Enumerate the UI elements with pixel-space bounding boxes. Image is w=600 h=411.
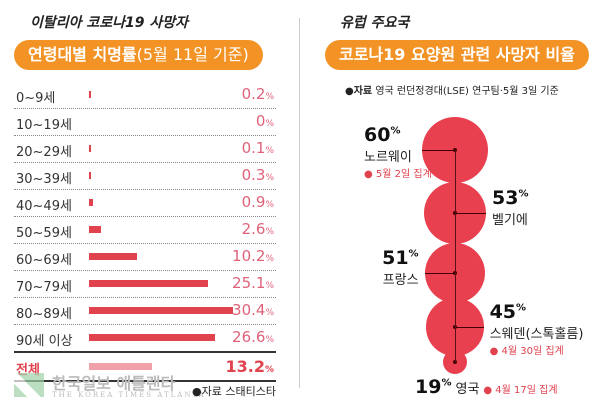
category-label: 70~79세 bbox=[16, 280, 72, 295]
category-label: 0~9세 bbox=[16, 91, 56, 106]
value-label: 30.4% bbox=[232, 301, 274, 319]
category-label: 10~19세 bbox=[16, 118, 72, 133]
logo-ko: 한국일보 애틀랜타 bbox=[52, 374, 176, 393]
country-name: 벨기에 bbox=[492, 213, 528, 228]
bar-row: 50~59세 2.6% bbox=[14, 216, 276, 244]
value-label: 26.6% bbox=[232, 328, 274, 346]
country-name: 프랑스 bbox=[382, 273, 419, 288]
right-source: ●자료 영국 런던정경대(LSE) 연구팀·5월 3일 기준 bbox=[345, 82, 559, 97]
bar bbox=[89, 91, 91, 98]
value-label: 0.2% bbox=[241, 85, 274, 103]
date-note: ● 5월 2일 집계 bbox=[364, 169, 432, 180]
percent-value: 19% bbox=[415, 376, 452, 398]
leader-line bbox=[424, 273, 455, 274]
country-name: 영국 bbox=[455, 382, 480, 397]
date-note: ● 4월 17일 집계 bbox=[483, 385, 558, 396]
logo-icon bbox=[14, 373, 44, 397]
percent-value: 60% bbox=[364, 124, 401, 146]
divider bbox=[299, 18, 300, 388]
percent-value: 51% bbox=[382, 247, 419, 269]
value-label: 25.1% bbox=[232, 274, 274, 292]
axis-line bbox=[455, 150, 456, 362]
bubble-label: 53% 벨기에 bbox=[492, 187, 528, 228]
category-label: 80~89세 bbox=[16, 307, 72, 322]
bar-row: 20~29세 0.1% bbox=[14, 135, 276, 163]
value-label: 13.2% bbox=[225, 357, 274, 376]
left-kicker: 이탈리아 코로나19 사망자 bbox=[30, 15, 189, 31]
value-label: 0.9% bbox=[241, 193, 274, 211]
leader-line bbox=[455, 327, 484, 328]
value-label: 0.3% bbox=[241, 166, 274, 184]
bubble-label: 51% 프랑스 bbox=[382, 247, 418, 288]
date-note: ● 4월 30일 집계 bbox=[489, 346, 564, 357]
value-label: 0.1% bbox=[241, 139, 274, 157]
percent-value: 45% bbox=[489, 301, 527, 323]
value-label: 10.2% bbox=[232, 247, 274, 265]
bubble-center bbox=[453, 360, 457, 364]
total-row: 전체 13.2% bbox=[14, 351, 276, 382]
bar bbox=[89, 307, 234, 314]
category-label: 90세 이상 bbox=[16, 334, 73, 349]
right-title-pill: 코로나19 요양원 관련 사망자 비율 bbox=[325, 40, 589, 70]
bar bbox=[89, 172, 91, 179]
bar bbox=[89, 226, 102, 233]
bar-row: 10~19세 0% bbox=[14, 108, 276, 136]
value-label: 0% bbox=[255, 112, 274, 130]
bar bbox=[89, 280, 208, 287]
right-kicker: 유럽 주요국 bbox=[340, 15, 410, 31]
bubble-label: 60% 노르웨이 ● 5월 2일 집계 bbox=[364, 124, 432, 180]
leader-line bbox=[455, 213, 486, 214]
bar bbox=[89, 145, 91, 152]
category-label: 30~39세 bbox=[16, 172, 72, 187]
left-title-light: (5월 11일 기준) bbox=[136, 45, 249, 64]
bar-row: 30~39세 0.3% bbox=[14, 162, 276, 190]
bar bbox=[89, 334, 216, 341]
left-title-bold: 연령대별 치명률 bbox=[28, 45, 137, 64]
category-label: 20~29세 bbox=[16, 145, 72, 160]
right-source-bold: ●자료 bbox=[345, 86, 373, 97]
bar-row: 40~49세 0.9% bbox=[14, 189, 276, 217]
bar-row: 0~9세 0.2% bbox=[14, 81, 276, 109]
country-name: 노르웨이 bbox=[364, 150, 412, 165]
country-name: 스웨덴(스톡홀름) bbox=[489, 327, 584, 342]
value-label: 2.6% bbox=[241, 220, 274, 238]
bar-row: 70~79세 25.1% bbox=[14, 270, 276, 298]
right-source-text: 영국 런던정경대(LSE) 연구팀·5월 3일 기준 bbox=[375, 86, 559, 97]
bar-row: 90세 이상 26.6% bbox=[14, 324, 276, 352]
bar-row: 60~69세 10.2% bbox=[14, 243, 276, 271]
leader-line bbox=[422, 150, 455, 151]
bar bbox=[89, 253, 138, 260]
left-title-pill: 연령대별 치명률(5월 11일 기준) bbox=[14, 40, 263, 70]
bubble-label: 19% 영국 ● 4월 17일 집계 bbox=[415, 376, 558, 398]
left-source: ●자료 스태티스타 bbox=[192, 385, 276, 398]
logo-en: THE KOREA TIMES ATLANTA bbox=[52, 391, 206, 399]
bar bbox=[89, 199, 94, 206]
percent-value: 53% bbox=[492, 187, 529, 209]
category-label: 60~69세 bbox=[16, 253, 72, 268]
bar-row: 80~89세 30.4% bbox=[14, 297, 276, 325]
bar bbox=[89, 363, 152, 370]
category-label: 50~59세 bbox=[16, 226, 72, 241]
bubble-label: 45% 스웨덴(스톡홀름) ● 4월 30일 집계 bbox=[490, 301, 584, 357]
category-label: 40~49세 bbox=[16, 199, 72, 214]
